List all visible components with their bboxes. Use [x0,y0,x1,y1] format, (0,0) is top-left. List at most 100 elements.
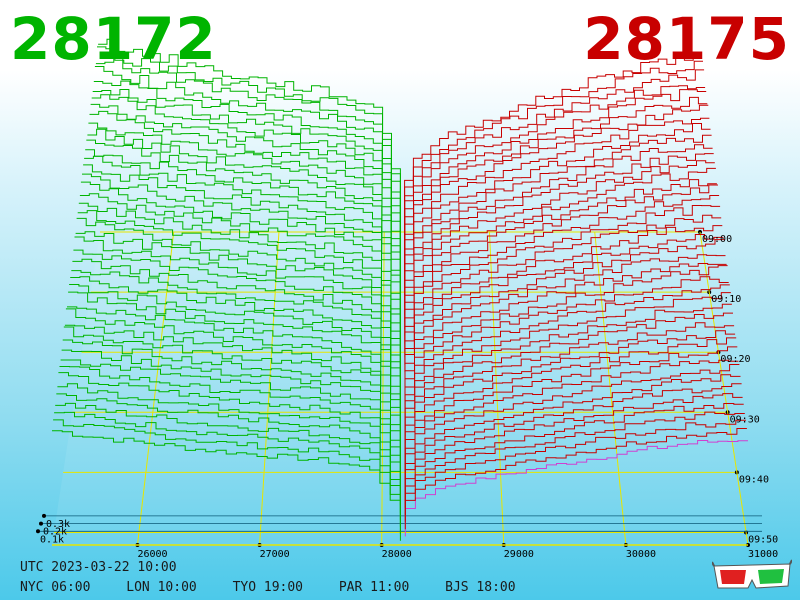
ask-depth-line [404,364,740,480]
ask-depth-line [404,419,746,522]
bid-depth-series [52,38,401,541]
bid-depth-line [74,236,401,393]
ask-depth-line [404,123,711,286]
tz-nyc: NYC 06:00 [20,580,91,595]
bid-depth-line [64,324,401,456]
ask-depth-line [404,134,712,294]
ask-depth-line [404,346,738,465]
bid-depth-line [69,284,401,428]
quantity-tick-label: 0.3k [46,519,70,530]
ask-depth-line [404,383,742,494]
ask-depth-line [404,322,735,444]
ask-depth-line [404,179,717,329]
bid-depth-line [53,419,401,534]
ask-depth-line [404,284,730,415]
tz-lon: LON 10:00 [126,580,197,595]
ask-depth-line [404,393,743,501]
3d-glasses-icon[interactable] [712,558,792,592]
ask-depth-line [404,359,739,472]
bid-depth-line [60,359,401,485]
ask-depth-line [404,52,702,229]
ask-depth-line [404,89,707,258]
price-tick-label: 28000 [382,549,412,560]
bid-depth-line [84,155,401,329]
bid-depth-line [86,139,401,315]
price-tick-label: 26000 [137,549,167,560]
ask-depth-line [404,428,747,530]
price-grid-line [381,231,385,546]
ask-depth-line [404,337,737,458]
ask-depth-line [404,263,727,394]
ask-depth-line [404,303,732,429]
ask-depth-line [404,167,716,322]
bid-depth-line [59,366,401,492]
price-tick-label: 27000 [260,549,290,560]
bid-depth-line [57,383,401,506]
ask-depth-line [404,292,731,422]
price-tick-label: 29000 [504,549,534,560]
bid-depth-line [65,308,401,449]
bid-depth-line [67,306,401,442]
ask-depth-line [404,104,709,273]
bid-depth-line [93,80,401,265]
price-grid-line [259,231,280,546]
ask-depth-line [404,195,720,344]
bid-depth-line [82,173,401,343]
time-tick-label: 09:30 [730,414,760,425]
utc-time: UTC 2023-03-22 10:00 [20,560,177,575]
ask-depth-line [404,205,721,351]
ask-depth-line [404,403,744,508]
quantity-tick-dot [42,513,46,518]
bid-depth-line [80,181,401,350]
bid-depth-line [68,291,401,435]
chart-labels: 09:00 09:10 09:20 09:30 09:40 09:50 26000 27000… [40,234,778,560]
ask-depth-line [404,184,718,337]
bid-depth-line [83,164,401,336]
ask-depth-line [404,239,725,380]
bid-depth-line [71,270,401,414]
quantity-tick-label: 0.2k [43,527,67,538]
tz-bjs: BJS 18:00 [445,580,516,595]
bid-depth-line [98,38,401,237]
bid-depth-line [85,149,401,322]
time-tick-label: 09:20 [720,354,750,365]
ask-depth-line [404,117,710,280]
bid-depth-line [73,249,401,400]
bid-depth-line [89,110,401,294]
bid-depth-line [61,349,401,478]
ask-depth-line [404,96,708,265]
ask-depth-line [404,69,705,244]
quantity-tick-label: 0.1k [40,534,64,545]
ask-depth-line [404,330,736,451]
bid-depth-line [63,326,401,464]
tz-tyo: TYO 19:00 [232,580,304,595]
price-tick-label: 30000 [626,549,656,560]
time-tick-label: 09:10 [711,294,741,305]
price-tick-label: 31000 [748,549,778,560]
ask-depth-line [404,234,724,373]
ask-depth-line [404,60,703,236]
ask-depth-line [404,160,715,315]
bid-depth-line [97,46,401,244]
bid-depth-line [56,393,401,513]
ask-depth-line [404,153,714,308]
quantity-tick-dot [39,521,43,526]
bid-depth-line [77,210,401,372]
bid-depth-line [52,430,401,541]
price-grid-line [594,231,627,546]
bid-depth-line [72,258,401,407]
ask-depth-line [404,312,733,437]
ask-depth-line [404,411,745,515]
price-grid-line [488,231,505,546]
quantity-tick-dot [36,529,40,534]
bid-depth-line [70,276,401,421]
bid-depth-line [79,193,401,357]
ask-depth-line [404,440,748,537]
ask-depth-line [404,254,726,387]
ask-depth-line [404,144,713,301]
bid-depth-line [78,202,401,364]
bid-depth-line [94,66,401,259]
bid-depth-line [58,372,401,499]
ask-depth-line [404,225,723,365]
